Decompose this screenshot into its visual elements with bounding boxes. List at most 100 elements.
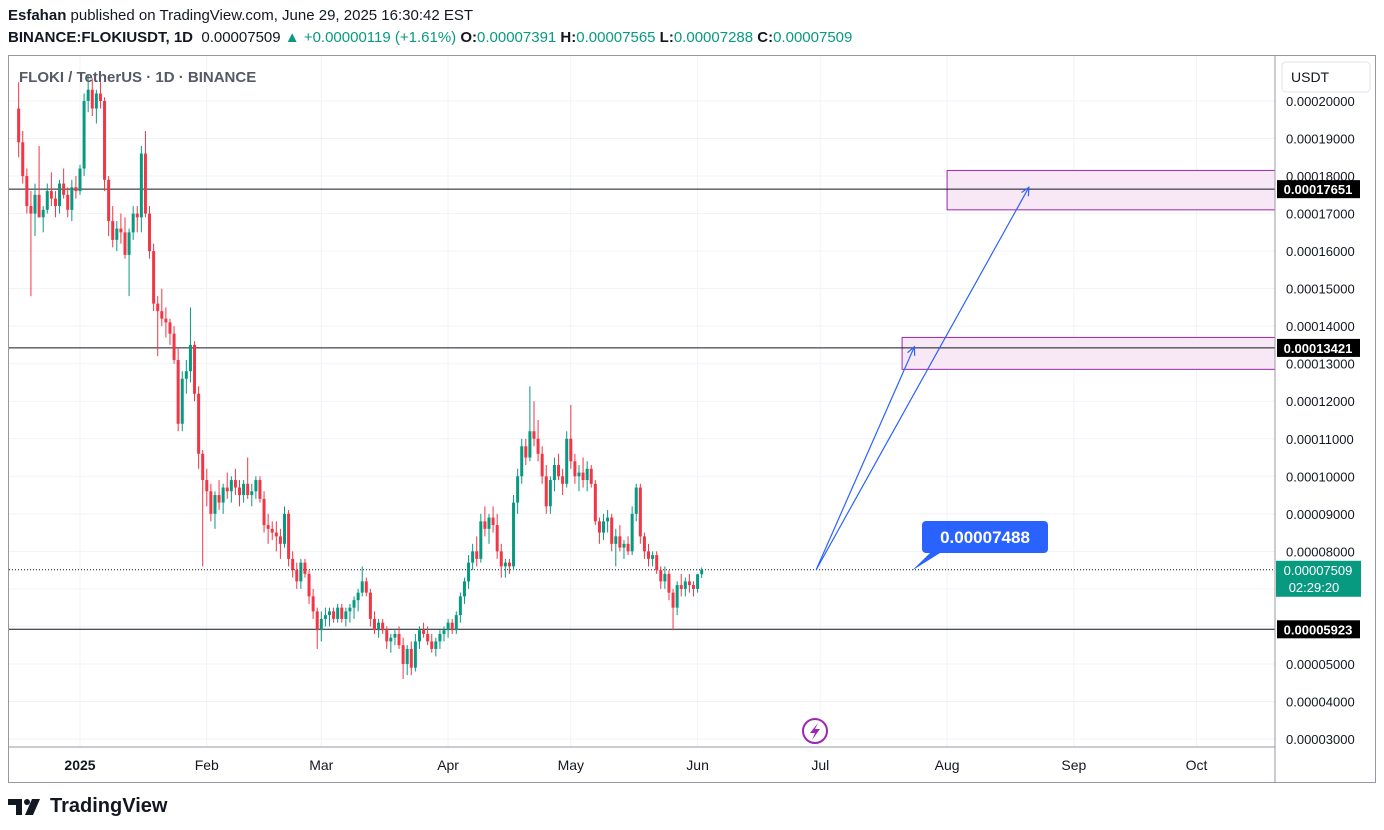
candle-body[interactable] [589, 468, 593, 484]
candle-body[interactable] [311, 596, 315, 612]
candle-body[interactable] [581, 472, 585, 481]
candle-body[interactable] [655, 555, 659, 571]
candle-body[interactable] [332, 611, 336, 619]
candle-body[interactable] [434, 641, 438, 649]
candle-body[interactable] [622, 543, 626, 548]
candle-body[interactable] [520, 446, 524, 477]
candle-body[interactable] [352, 600, 356, 608]
candle-body[interactable] [393, 633, 397, 638]
candle-body[interactable] [74, 187, 78, 192]
candle-body[interactable] [287, 513, 291, 559]
candle-body[interactable] [618, 536, 622, 548]
candle-body[interactable] [471, 551, 475, 563]
candle-body[interactable] [552, 465, 556, 481]
candle-body[interactable] [634, 487, 638, 514]
candle-body[interactable] [696, 574, 700, 589]
candle-body[interactable] [409, 648, 413, 668]
candle-body[interactable] [327, 611, 331, 616]
candle-body[interactable] [626, 543, 630, 552]
candle-body[interactable] [454, 615, 458, 631]
candle-body[interactable] [82, 101, 86, 169]
candle-body[interactable] [663, 573, 667, 582]
candle-body[interactable] [274, 532, 278, 537]
candle-body[interactable] [33, 194, 37, 214]
candle-body[interactable] [348, 607, 352, 612]
candle-body[interactable] [238, 487, 242, 496]
candle-body[interactable] [86, 89, 90, 101]
candle-body[interactable] [512, 502, 516, 567]
candle-body[interactable] [548, 480, 552, 507]
candle-body[interactable] [229, 480, 233, 492]
candle-body[interactable] [368, 592, 372, 619]
candle-body[interactable] [593, 483, 597, 522]
candle-body[interactable] [188, 344, 192, 372]
candle-body[interactable] [483, 521, 487, 529]
candle-body[interactable] [438, 633, 442, 642]
candle-body[interactable] [221, 487, 225, 503]
candle-body[interactable] [532, 431, 536, 439]
candle-body[interactable] [536, 438, 540, 454]
candle-body[interactable] [299, 562, 303, 582]
candle-body[interactable] [307, 573, 311, 597]
candle-body[interactable] [115, 228, 119, 240]
candle-body[interactable] [201, 453, 205, 481]
candle-body[interactable] [233, 480, 237, 488]
candle-body[interactable] [78, 168, 82, 192]
candle-body[interactable] [205, 480, 209, 492]
candle-body[interactable] [143, 153, 147, 214]
candle-body[interactable] [446, 622, 450, 631]
candle-body[interactable] [336, 607, 340, 619]
candle-body[interactable] [340, 607, 344, 619]
candle-body[interactable] [700, 569, 704, 575]
candle-body[interactable] [671, 592, 675, 608]
target-zone[interactable] [901, 336, 1276, 370]
candle-body[interactable] [499, 551, 503, 567]
candle-body[interactable] [148, 213, 152, 252]
candle-body[interactable] [569, 438, 573, 462]
candle-body[interactable] [246, 483, 250, 496]
candle-body[interactable] [417, 630, 421, 642]
candle-body[interactable] [103, 101, 107, 180]
candle-body[interactable] [66, 194, 70, 210]
candle-body[interactable] [315, 611, 319, 631]
candle-body[interactable] [364, 581, 368, 593]
candle-body[interactable] [573, 461, 577, 477]
candle-body[interactable] [360, 581, 364, 593]
flash-icon[interactable] [802, 718, 828, 744]
candle-body[interactable] [107, 179, 111, 222]
candle-body[interactable] [160, 311, 164, 319]
chart-frame[interactable] [8, 55, 1376, 783]
candle-body[interactable] [98, 93, 102, 101]
candle-body[interactable] [405, 648, 409, 664]
candle-body[interactable] [29, 206, 33, 214]
candle-body[interactable] [180, 378, 184, 424]
candle-body[interactable] [565, 438, 569, 484]
candle-body[interactable] [250, 491, 254, 496]
candle-body[interactable] [270, 528, 274, 533]
candle-body[interactable] [597, 521, 601, 533]
tradingview-logo[interactable]: TradingView [8, 795, 167, 818]
projection-arrow[interactable] [815, 346, 915, 570]
author-name[interactable]: Esfahan [8, 7, 67, 24]
candle-body[interactable] [139, 153, 143, 218]
candle-body[interactable] [479, 521, 483, 559]
candle-body[interactable] [692, 585, 695, 589]
currency-button[interactable] [1281, 61, 1371, 93]
candle-body[interactable] [90, 89, 94, 109]
candle-body[interactable] [659, 570, 663, 582]
candle-body[interactable] [131, 213, 135, 233]
candle-body[interactable] [123, 232, 127, 255]
candle-body[interactable] [683, 581, 687, 589]
candle-body[interactable] [462, 581, 466, 597]
candle-body[interactable] [323, 615, 327, 619]
candle-body[interactable] [41, 209, 45, 218]
candle-body[interactable] [385, 630, 389, 642]
candle-body[interactable] [651, 555, 655, 559]
candle-body[interactable] [193, 344, 197, 394]
candle-body[interactable] [266, 525, 270, 529]
target-zone[interactable] [946, 169, 1276, 211]
candle-body[interactable] [291, 558, 295, 571]
candle-body[interactable] [184, 371, 188, 379]
candle-body[interactable] [217, 495, 221, 503]
